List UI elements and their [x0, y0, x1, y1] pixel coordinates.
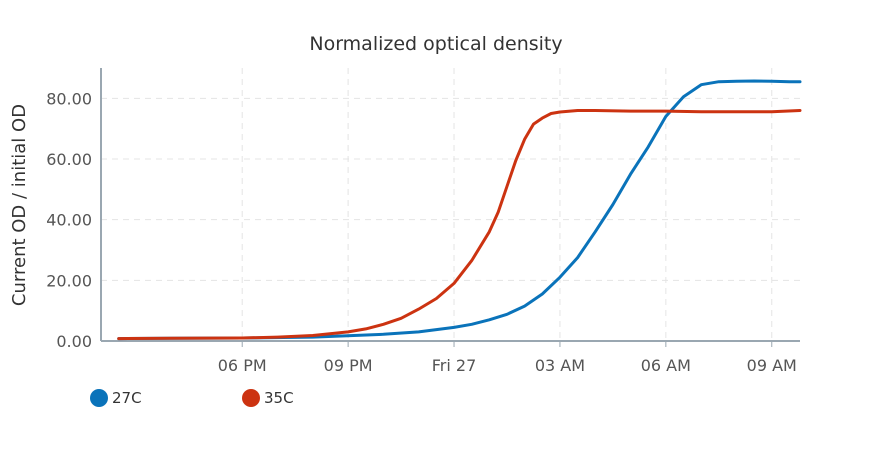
y-tick-label: 40.00 [46, 211, 92, 230]
chart-title: Normalized optical density [309, 33, 562, 55]
legend: 27C 35C [90, 389, 410, 413]
legend-label-27c: 27C [112, 389, 142, 407]
x-tick-label: 06 PM [218, 356, 267, 375]
legend-marker-27c [90, 389, 108, 407]
x-tick-label: 06 AM [641, 356, 691, 375]
x-tick-label: Fri 27 [432, 356, 477, 375]
grid [101, 68, 800, 341]
y-tick-label: 60.00 [46, 150, 92, 169]
y-tick-label: 20.00 [46, 271, 92, 290]
legend-item-27c[interactable]: 27C [90, 389, 142, 407]
axes [100, 68, 800, 347]
x-tick-label: 09 AM [747, 356, 797, 375]
legend-label-35c: 35C [264, 389, 294, 407]
x-tick-label: 09 PM [324, 356, 373, 375]
series-lines [117, 79, 802, 341]
x-tick-label: 03 AM [535, 356, 585, 375]
series-line-35c [117, 109, 802, 341]
tick-labels: 0.00 20.00 40.00 60.00 80.00 06 PM 09 PM Fri 27… [46, 89, 797, 375]
y-tick-label: 0.00 [56, 332, 92, 351]
y-axis-label: Current OD / initial OD [9, 104, 30, 306]
legend-marker-35c [242, 389, 260, 407]
series-line-27c [117, 79, 802, 341]
legend-item-35c[interactable]: 35C [242, 389, 294, 407]
y-tick-label: 80.00 [46, 89, 92, 108]
